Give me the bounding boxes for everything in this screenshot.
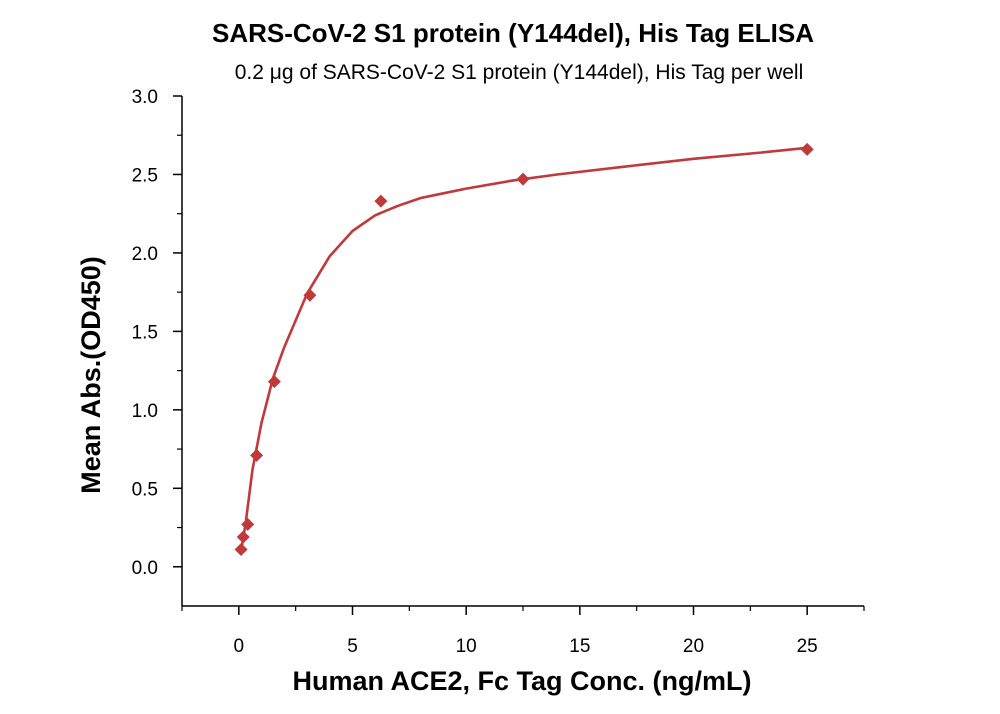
data-point <box>267 375 281 389</box>
y-tick-label: 2.0 <box>132 244 158 265</box>
x-tick-label: 25 <box>797 636 818 657</box>
data-point <box>303 288 317 302</box>
chart-subtitle: 0.2 μg of SARS-CoV-2 S1 protein (Y144del… <box>235 61 804 84</box>
y-tick-label: 0.5 <box>132 479 158 500</box>
data-point <box>236 530 250 544</box>
data-points <box>234 142 814 557</box>
x-axis-label: Human ACE2, Fc Tag Conc. (ng/mL) <box>292 666 751 696</box>
y-tick-label: 1.0 <box>132 401 158 422</box>
y-tick-label: 0.0 <box>132 558 158 579</box>
y-tick-label: 3.0 <box>132 87 158 108</box>
x-tick-label: 5 <box>347 636 358 657</box>
x-tick-label: 15 <box>569 636 590 657</box>
data-point <box>234 543 248 557</box>
data-point <box>250 448 264 462</box>
x-tick-label: 10 <box>456 636 477 657</box>
chart-title: SARS-CoV-2 S1 protein (Y144del), His Tag… <box>212 18 814 48</box>
x-tick-label: 0 <box>234 636 245 657</box>
data-point <box>800 142 814 156</box>
axes: 0.0 0.5 1.0 1.5 2.0 2.5 3.0 0 5 10 15 20 25 <box>132 87 865 657</box>
data-point <box>516 172 530 186</box>
y-tick-label: 2.5 <box>132 165 158 186</box>
data-point <box>241 517 255 531</box>
fit-curve-group <box>239 146 808 552</box>
data-point <box>374 194 388 208</box>
y-tick-label: 1.5 <box>132 322 158 343</box>
x-tick-label: 20 <box>683 636 704 657</box>
y-axis-label: Mean Abs.(OD450) <box>76 256 106 494</box>
fit-curve <box>239 146 808 552</box>
